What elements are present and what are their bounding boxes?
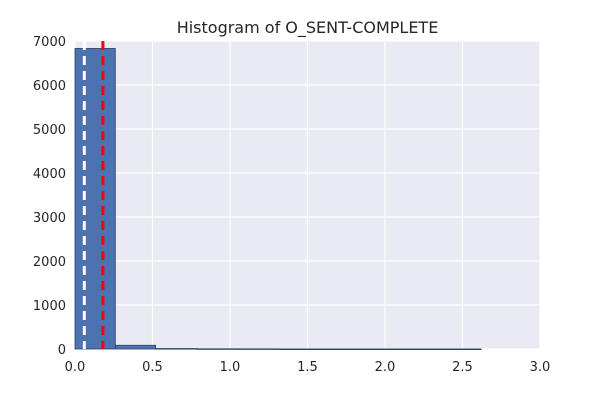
histogram-bar [277,348,319,350]
y-tick-label: 2000 [33,255,66,270]
x-tick-label: 0.0 [65,360,86,375]
histogram-bar [398,348,442,350]
histogram-bar [237,348,279,350]
x-tick-label: 0.5 [142,360,163,375]
y-tick-label: 5000 [33,123,66,138]
x-tick-label: 1.0 [220,360,241,375]
x-tick-label: 2.0 [375,360,396,375]
y-tick-label: 7000 [33,35,66,50]
histogram-bar [440,348,482,350]
y-tick-label: 6000 [33,79,66,94]
histogram-bar [74,48,116,350]
y-axis-ticks: 0 1000 2000 3000 4000 5000 6000 7000 [33,35,66,358]
x-tick-label: 2.5 [452,360,473,375]
histogram-bar [358,348,400,350]
histogram-bar [317,348,360,350]
x-axis-ticks: 0.0 0.5 1.0 1.5 2.0 2.5 3.0 [65,360,551,375]
histogram-bar [114,344,157,350]
chart-title: Histogram of O_SENT-COMPLETE [177,18,439,38]
histogram-bar [155,348,198,350]
x-tick-label: 1.5 [297,360,318,375]
reference-lines [82,41,105,349]
y-tick-label: 0 [58,343,66,358]
y-tick-label: 1000 [33,299,66,314]
histogram-bars [74,48,482,350]
x-tick-label: 3.0 [530,360,551,375]
y-tick-label: 3000 [33,211,66,226]
y-tick-label: 4000 [33,167,66,182]
histogram-bar [197,348,239,350]
